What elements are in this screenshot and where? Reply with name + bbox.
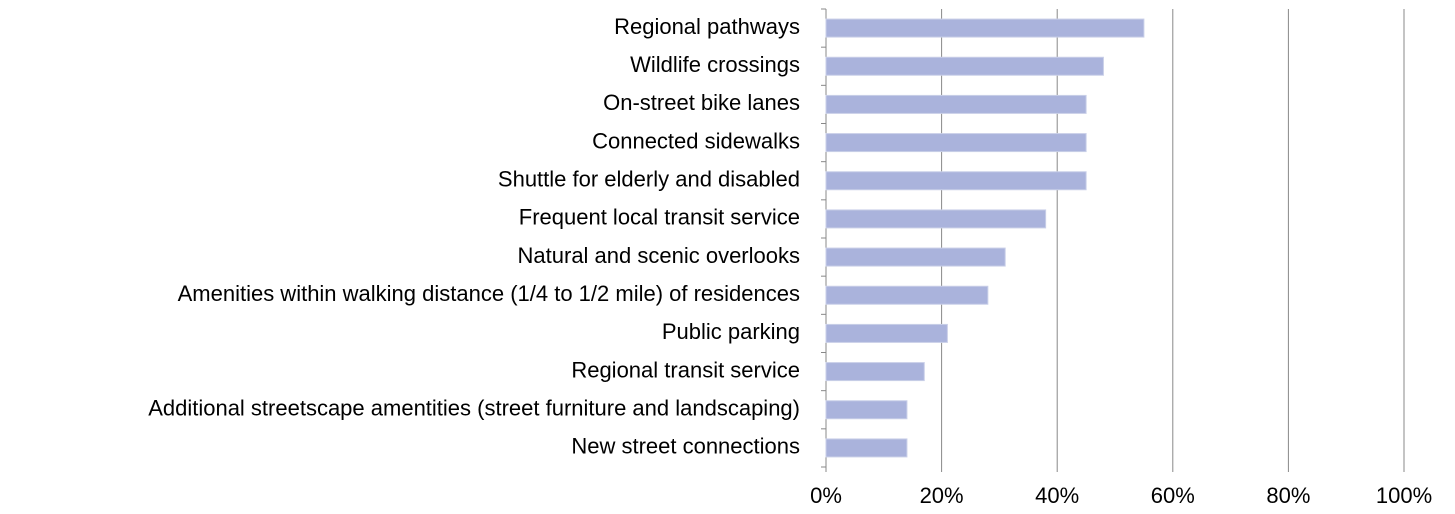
bar — [825, 285, 989, 305]
y-tick-label: Amenities within walking distance (1/4 t… — [178, 281, 800, 306]
x-tick-label: 40% — [1035, 483, 1079, 508]
y-tick-label: Public parking — [662, 319, 800, 344]
y-tick-label: Connected sidewalks — [592, 128, 800, 153]
y-tick-label: Shuttle for elderly and disabled — [498, 167, 800, 192]
x-tick-label: 100% — [1376, 483, 1432, 508]
bar — [825, 209, 1047, 229]
y-tick-label: Regional transit service — [571, 357, 800, 382]
bar — [825, 56, 1104, 76]
y-tick-label: Additional streetscape amentities (stree… — [148, 396, 800, 421]
bar — [825, 247, 1006, 267]
bar — [825, 133, 1087, 153]
bar — [825, 171, 1087, 191]
x-tick-label: 0% — [810, 483, 842, 508]
bar — [825, 94, 1087, 114]
bar — [825, 323, 948, 343]
y-tick-label: Regional pathways — [614, 14, 800, 39]
bar — [825, 18, 1145, 38]
y-tick-label: Frequent local transit service — [519, 205, 800, 230]
bar — [825, 362, 925, 382]
y-tick-label: Wildlife crossings — [630, 52, 800, 77]
bar — [825, 438, 908, 458]
x-tick-label: 80% — [1266, 483, 1310, 508]
x-tick-label: 60% — [1151, 483, 1195, 508]
bar — [825, 400, 908, 420]
y-tick-label: Natural and scenic overlooks — [518, 243, 800, 268]
y-tick-label: New street connections — [571, 434, 800, 459]
x-tick-label: 20% — [920, 483, 964, 508]
y-tick-label: On-street bike lanes — [603, 90, 800, 115]
